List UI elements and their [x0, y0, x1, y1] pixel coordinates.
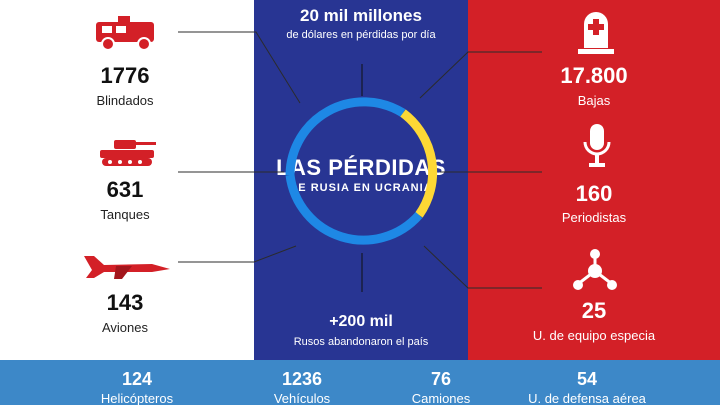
- connector-line: [423, 245, 542, 289]
- tank-icon: [100, 140, 156, 166]
- trucks-label: Camiones: [411, 391, 471, 406]
- journalists-count: 160: [575, 181, 613, 206]
- main-subtitle: DE RUSIA EN UCRANIA: [289, 182, 433, 194]
- special-equipment-count: 25: [581, 298, 607, 323]
- emigrants-caption: Rusos abandonaron el país: [293, 336, 429, 348]
- air-defense-count: 54: [576, 369, 598, 389]
- fighter-jet-icon: [84, 256, 170, 279]
- helicopters-count: 124: [121, 369, 153, 389]
- main-title: LAS PÉRDIDAS: [276, 155, 446, 180]
- journalists-label: Periodistas: [561, 210, 627, 225]
- vehicles-count: 1236: [281, 369, 323, 389]
- armored-count: 1776: [100, 63, 150, 88]
- connector-line: [419, 51, 542, 99]
- daily-loss-value: 20 mil millones: [300, 6, 422, 25]
- connector-line: [178, 245, 297, 263]
- network-icon: [573, 249, 617, 290]
- ring-blue-segment-2: [285, 174, 423, 245]
- connector-line: [178, 31, 301, 104]
- right-panel: [468, 0, 720, 360]
- ring-yellow-segment: [400, 109, 438, 218]
- microphone-icon: [583, 124, 611, 167]
- gravestone-icon: [578, 12, 614, 54]
- casualties-label: Bajas: [577, 93, 611, 108]
- left-panel: [0, 0, 254, 360]
- armored-label: Blindados: [96, 93, 154, 108]
- helicopters-label: Helicópteros: [100, 391, 174, 406]
- tank-count: 631: [106, 177, 144, 202]
- emigrants-value: +200 mil: [329, 313, 393, 330]
- aircraft-count: 143: [106, 290, 144, 315]
- trucks-count: 76: [430, 369, 452, 389]
- tank-label: Tanques: [100, 207, 150, 222]
- armored-vehicle-icon: [96, 16, 154, 51]
- vehicles-label: Vehículos: [273, 391, 331, 406]
- ring-blue-segment: [285, 97, 406, 176]
- bottom-bar: [0, 360, 720, 405]
- casualties-count: 17.800: [560, 63, 628, 88]
- air-defense-label: U. de defensa aérea: [528, 391, 646, 406]
- special-equipment-label: U. de equipo especia: [532, 328, 656, 343]
- aircraft-label: Aviones: [101, 320, 148, 335]
- daily-loss-caption: de dólares en pérdidas por día: [286, 29, 436, 41]
